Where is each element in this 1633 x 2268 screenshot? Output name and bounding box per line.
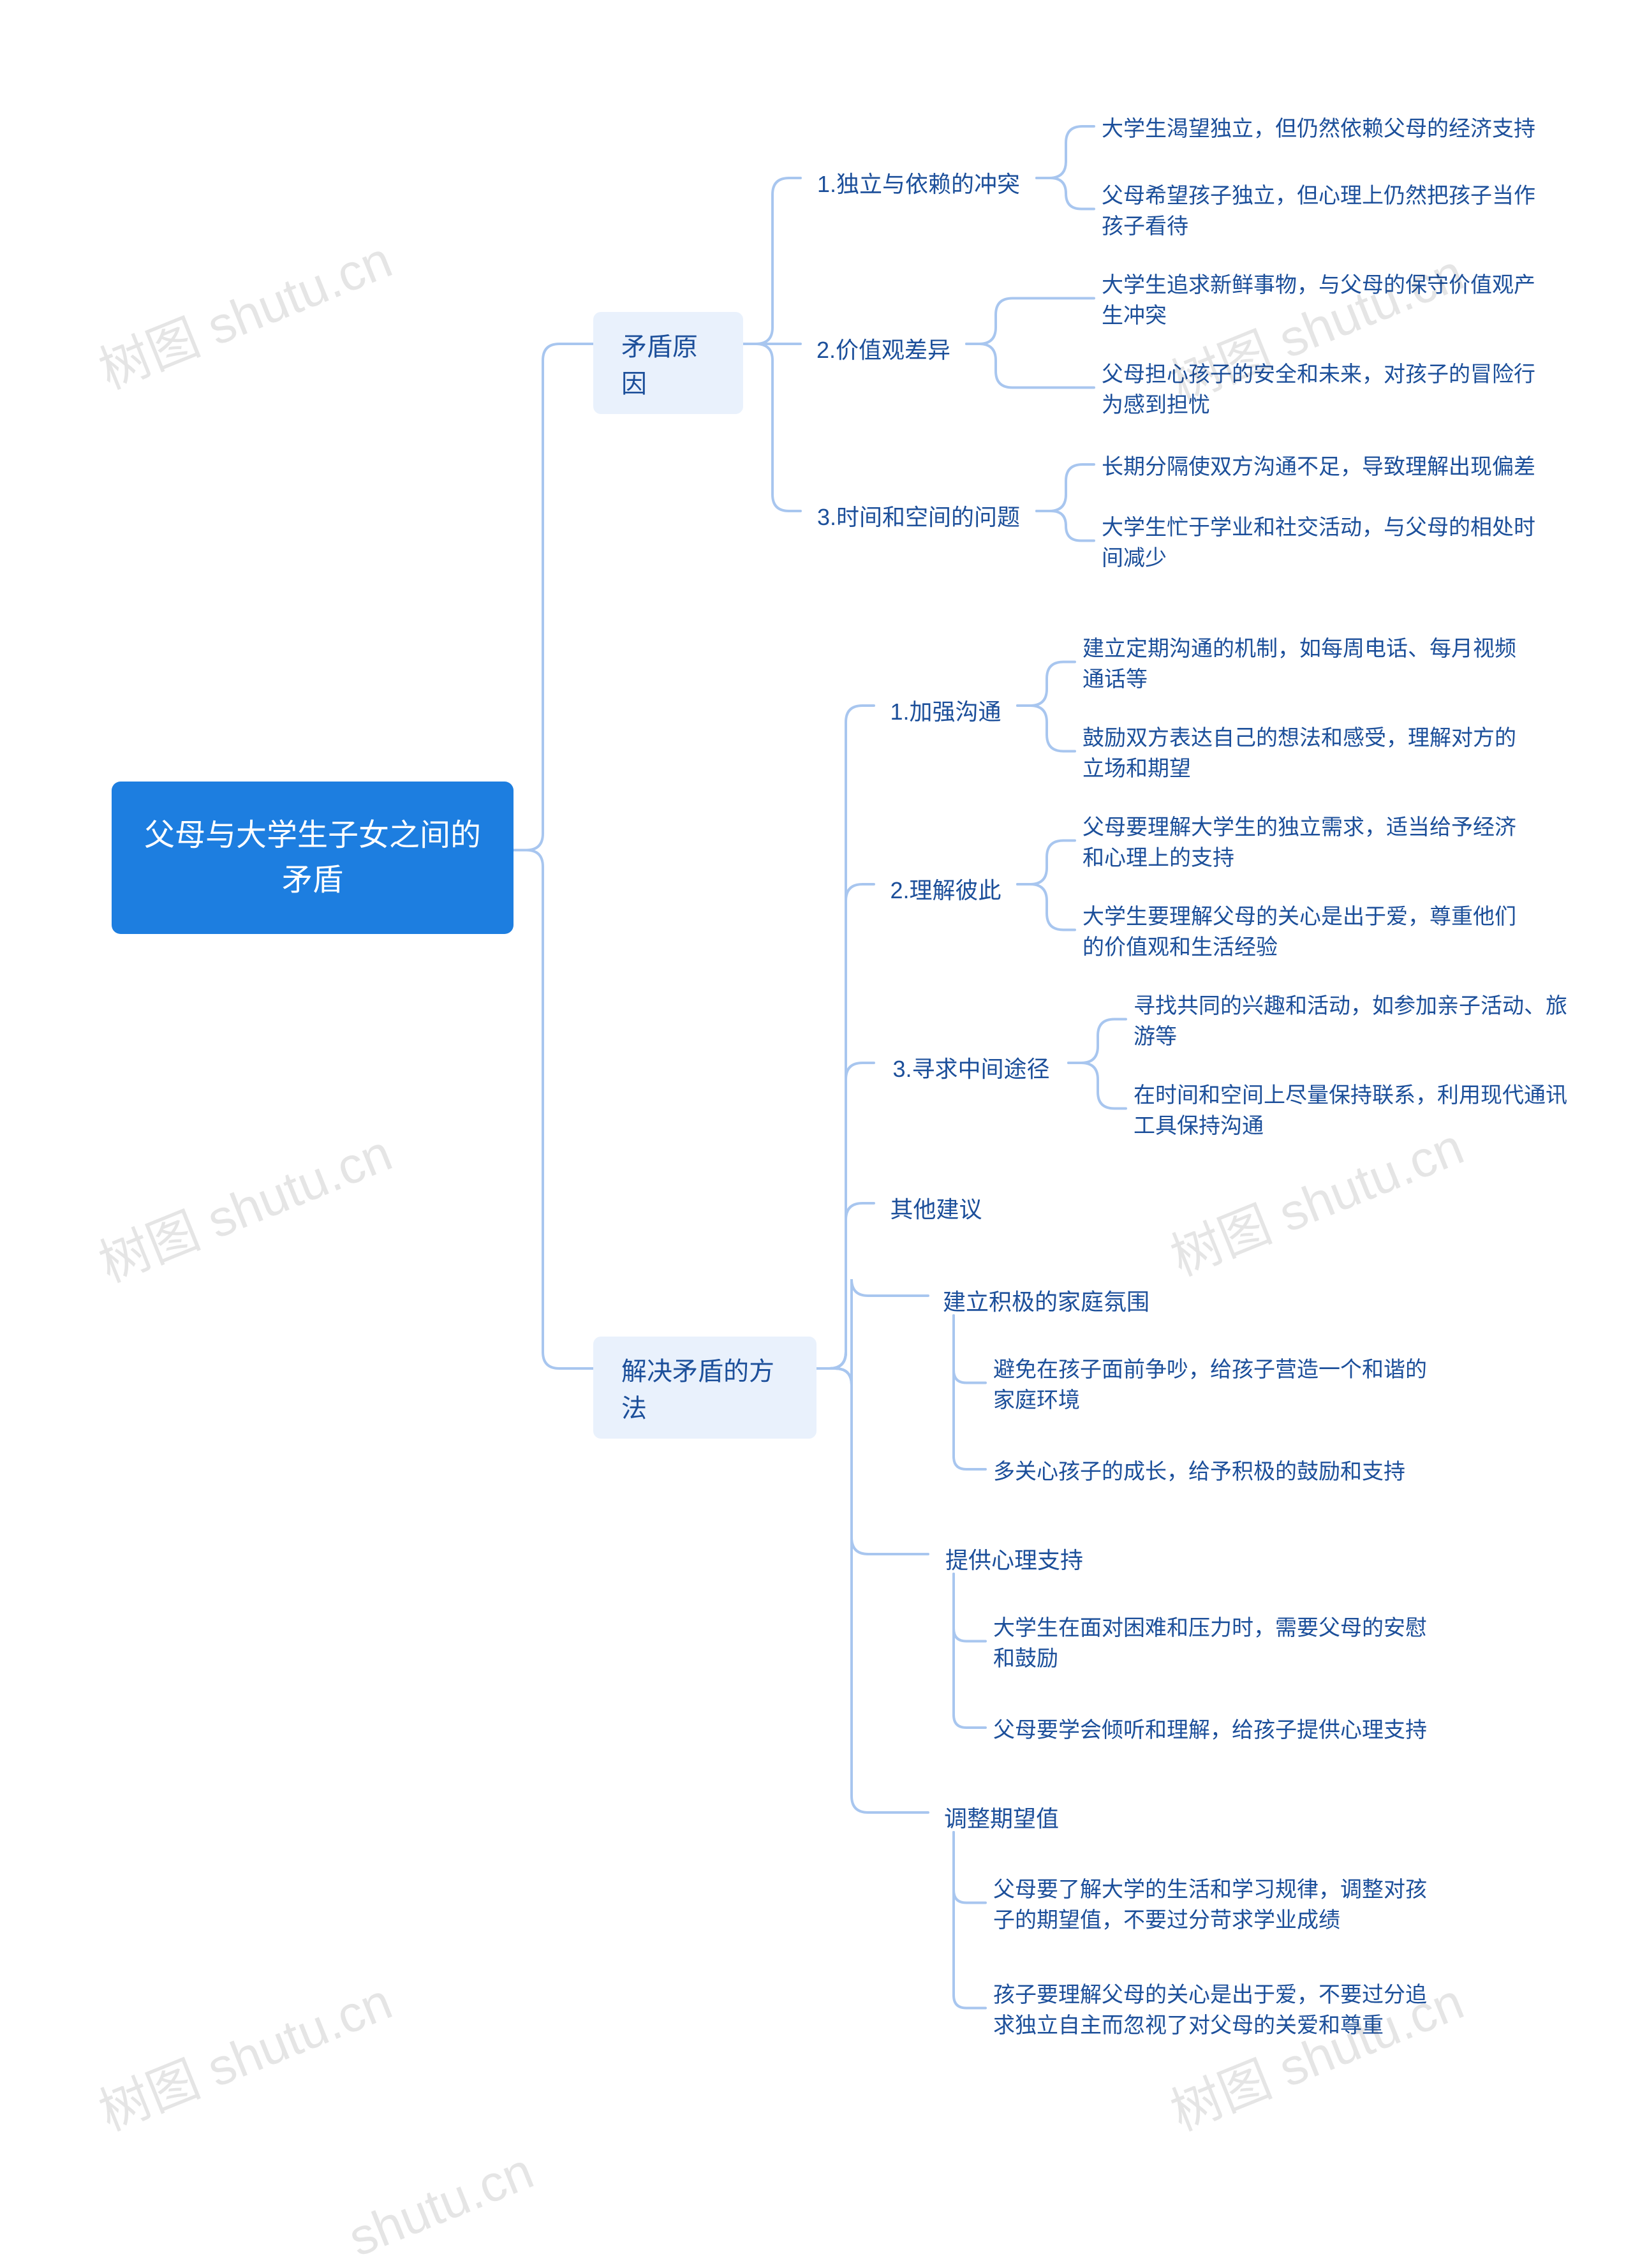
mindmap-sub-node: 1.加强沟通 [874, 686, 1017, 734]
mindmap-sub-node: 调整期望值 [928, 1793, 1075, 1841]
connector [1017, 884, 1075, 930]
connector [1068, 1063, 1126, 1109]
connector [743, 344, 801, 511]
mindmap-leaf-node: 避免在孩子面前争吵，给孩子营造一个和谐的家庭环境 [986, 1349, 1470, 1421]
connector [966, 344, 1094, 388]
connector [1037, 511, 1094, 541]
mindmap-leaf-node: 大学生要理解父母的关心是出于爱，尊重他们的价值观和生活经验 [1075, 896, 1560, 968]
mindmap-leaf-node: 大学生忙于学业和社交活动，与父母的相处时间减少 [1094, 507, 1572, 579]
connector [966, 299, 1094, 345]
connector [1068, 1019, 1126, 1064]
connector [954, 1316, 986, 1383]
connector [1017, 841, 1075, 885]
mindmap-branch-node: 矛盾原因 [593, 312, 743, 414]
mindmap-leaf-node: 寻找共同的兴趣和活动，如参加亲子活动、旅游等 [1126, 986, 1611, 1058]
mindmap-leaf-node: 建立定期沟通的机制，如每周电话、每月视频通话等 [1075, 628, 1560, 700]
mindmap-leaf-node: 长期分隔使双方沟通不足，导致理解出现偏差 [1094, 447, 1579, 487]
mindmap-sub-node: 1.独立与依赖的冲突 [801, 158, 1037, 207]
mindmap-leaf-node: 大学生渴望独立，但仍然依赖父母的经济支持 [1094, 108, 1572, 149]
mindmap-leaf-node: 父母要学会倾听和理解，给孩子提供心理支持 [986, 1710, 1470, 1751]
connector [954, 1832, 986, 2008]
connector [1017, 706, 1075, 752]
mindmap-sub-node: 3.时间和空间的问题 [801, 491, 1037, 540]
connector [816, 1368, 928, 1554]
mindmap-leaf-node: 大学生追求新鲜事物，与父母的保守价值观产生冲突 [1094, 265, 1572, 337]
connector [954, 1574, 986, 1642]
connector [743, 178, 801, 344]
mindmap-leaf-node: 父母希望孩子独立，但心理上仍然把孩子当作孩子看待 [1094, 175, 1572, 248]
connector [1037, 126, 1094, 178]
mindmap-sub-node: 建立积极的家庭氛围 [928, 1276, 1164, 1324]
mindmap-leaf-node: 父母要了解大学的生活和学习规律，调整对孩子的期望值，不要过分苛求学业成绩 [986, 1869, 1470, 1941]
connector [954, 1832, 986, 1903]
mindmap-leaf-node: 在时间和空间上尽量保持联系，利用现代通讯工具保持沟通 [1126, 1075, 1611, 1147]
mindmap-leaf-node: 父母担心孩子的安全和未来，对孩子的冒险行为感到担忧 [1094, 354, 1572, 426]
connector [954, 1574, 986, 1728]
mindmap-branch-node: 解决矛盾的方法 [593, 1337, 816, 1439]
mindmap-leaf-node: 多关心孩子的成长，给予积极的鼓励和支持 [986, 1451, 1454, 1492]
mindmap-sub-node: 3.寻求中间途径 [874, 1043, 1068, 1092]
connector [514, 344, 593, 850]
mindmap-sub-node: 2.价值观差异 [801, 324, 966, 373]
mindmap-sub-node: 提供心理支持 [928, 1534, 1100, 1583]
mindmap-leaf-node: 大学生在面对困难和压力时，需要父母的安慰和鼓励 [986, 1608, 1470, 1680]
connector [954, 1316, 986, 1469]
connector [514, 850, 593, 1369]
mindmap-sub-node: 2.理解彼此 [874, 864, 1017, 913]
connector [1017, 662, 1075, 706]
connector [816, 1368, 928, 1812]
mindmap-sub-node: 其他建议 [874, 1183, 998, 1232]
connector [816, 1203, 874, 1368]
mindmap-leaf-node: 孩子要理解父母的关心是出于爱，不要过分追求独立自主而忽视了对父母的关爱和尊重 [986, 1975, 1470, 2047]
mindmap-root-node: 父母与大学生子女之间的矛盾 [112, 782, 514, 934]
connector [1037, 178, 1094, 209]
mindmap-leaf-node: 父母要理解大学生的独立需求，适当给予经济和心理上的支持 [1075, 807, 1560, 879]
mindmap-leaf-node: 鼓励双方表达自己的想法和感受，理解对方的立场和期望 [1075, 718, 1560, 790]
connector [1037, 464, 1094, 511]
